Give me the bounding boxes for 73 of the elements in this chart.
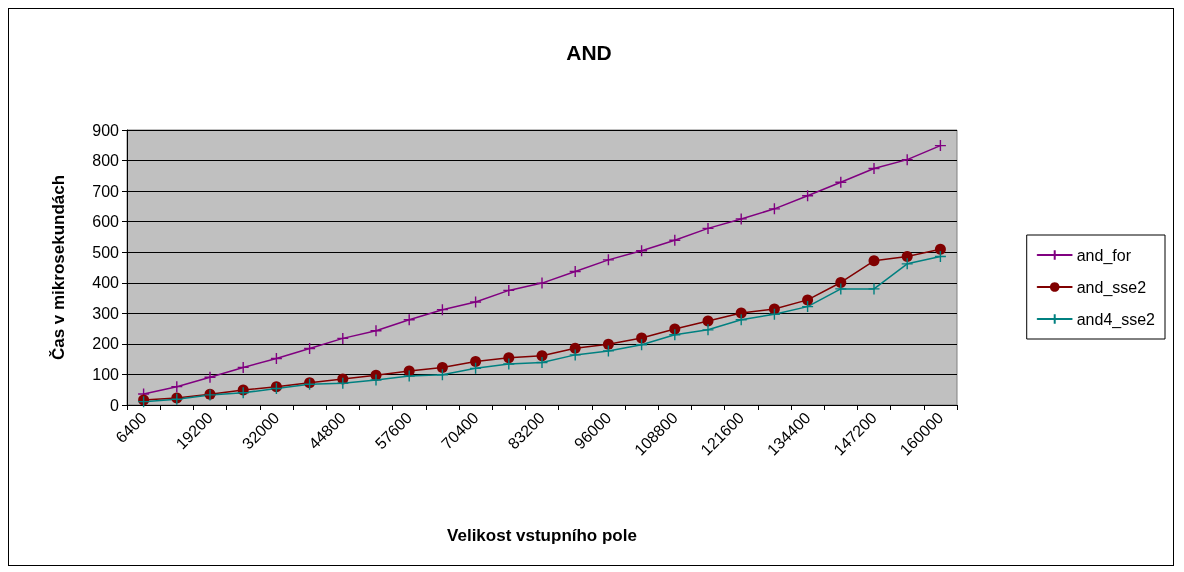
point	[502, 284, 515, 297]
point	[602, 344, 615, 358]
point	[868, 255, 880, 267]
point	[403, 313, 416, 326]
point	[436, 303, 449, 316]
point	[170, 380, 183, 393]
point	[470, 356, 482, 368]
point	[635, 338, 648, 352]
point	[768, 202, 781, 216]
point	[668, 234, 681, 247]
y-tick-label: 600	[92, 213, 120, 231]
point	[602, 253, 615, 267]
point	[834, 282, 847, 296]
point	[469, 362, 482, 375]
point	[535, 356, 549, 369]
point	[270, 352, 283, 365]
point	[901, 257, 914, 271]
x-axis-title: Velikost vstupního pole	[447, 526, 637, 545]
point	[801, 189, 814, 202]
y-axis-title: Čas v mikrosekundách	[49, 174, 68, 361]
y-tick-label: 500	[92, 243, 120, 261]
point	[436, 368, 449, 381]
point	[735, 212, 748, 226]
point	[569, 348, 582, 362]
point	[901, 251, 913, 262]
y-tick-label: 800	[92, 152, 120, 170]
point	[203, 370, 217, 384]
point	[735, 313, 748, 326]
point	[569, 342, 581, 354]
legend-label: and4_sse2	[1076, 310, 1156, 329]
point	[768, 303, 780, 315]
point	[503, 352, 515, 364]
legend-label: and_sse2	[1076, 278, 1147, 297]
y-tick-label: 100	[92, 365, 120, 383]
point	[934, 139, 947, 152]
point	[336, 332, 349, 345]
point	[867, 162, 881, 175]
y-tick-label: 0	[110, 396, 120, 414]
y-tick-label: 300	[92, 304, 120, 322]
y-tick-label: 200	[92, 335, 120, 353]
point	[834, 176, 847, 189]
point	[901, 153, 914, 166]
point	[403, 369, 416, 383]
point	[469, 295, 482, 309]
y-tick-label: 900	[92, 121, 120, 139]
point	[735, 307, 747, 319]
point	[237, 361, 250, 374]
point	[801, 300, 814, 313]
point	[535, 276, 549, 290]
point	[602, 338, 614, 350]
point	[436, 361, 448, 373]
chart-title: AND	[566, 41, 612, 64]
point	[369, 324, 383, 337]
point	[336, 377, 349, 390]
point	[934, 243, 946, 255]
point	[569, 265, 582, 278]
y-tick-label: 700	[92, 182, 120, 200]
point	[701, 222, 715, 235]
point	[668, 328, 681, 341]
point	[502, 357, 515, 371]
y-tick-label: 400	[92, 274, 120, 292]
point	[669, 323, 681, 335]
point	[768, 308, 781, 321]
point	[867, 282, 881, 296]
point	[835, 276, 847, 288]
point	[369, 373, 383, 387]
point	[934, 250, 947, 263]
legend-label: and_for	[1076, 246, 1132, 265]
point	[802, 294, 814, 306]
point	[635, 244, 648, 257]
point	[303, 342, 316, 355]
point	[701, 323, 715, 337]
point	[636, 332, 648, 344]
